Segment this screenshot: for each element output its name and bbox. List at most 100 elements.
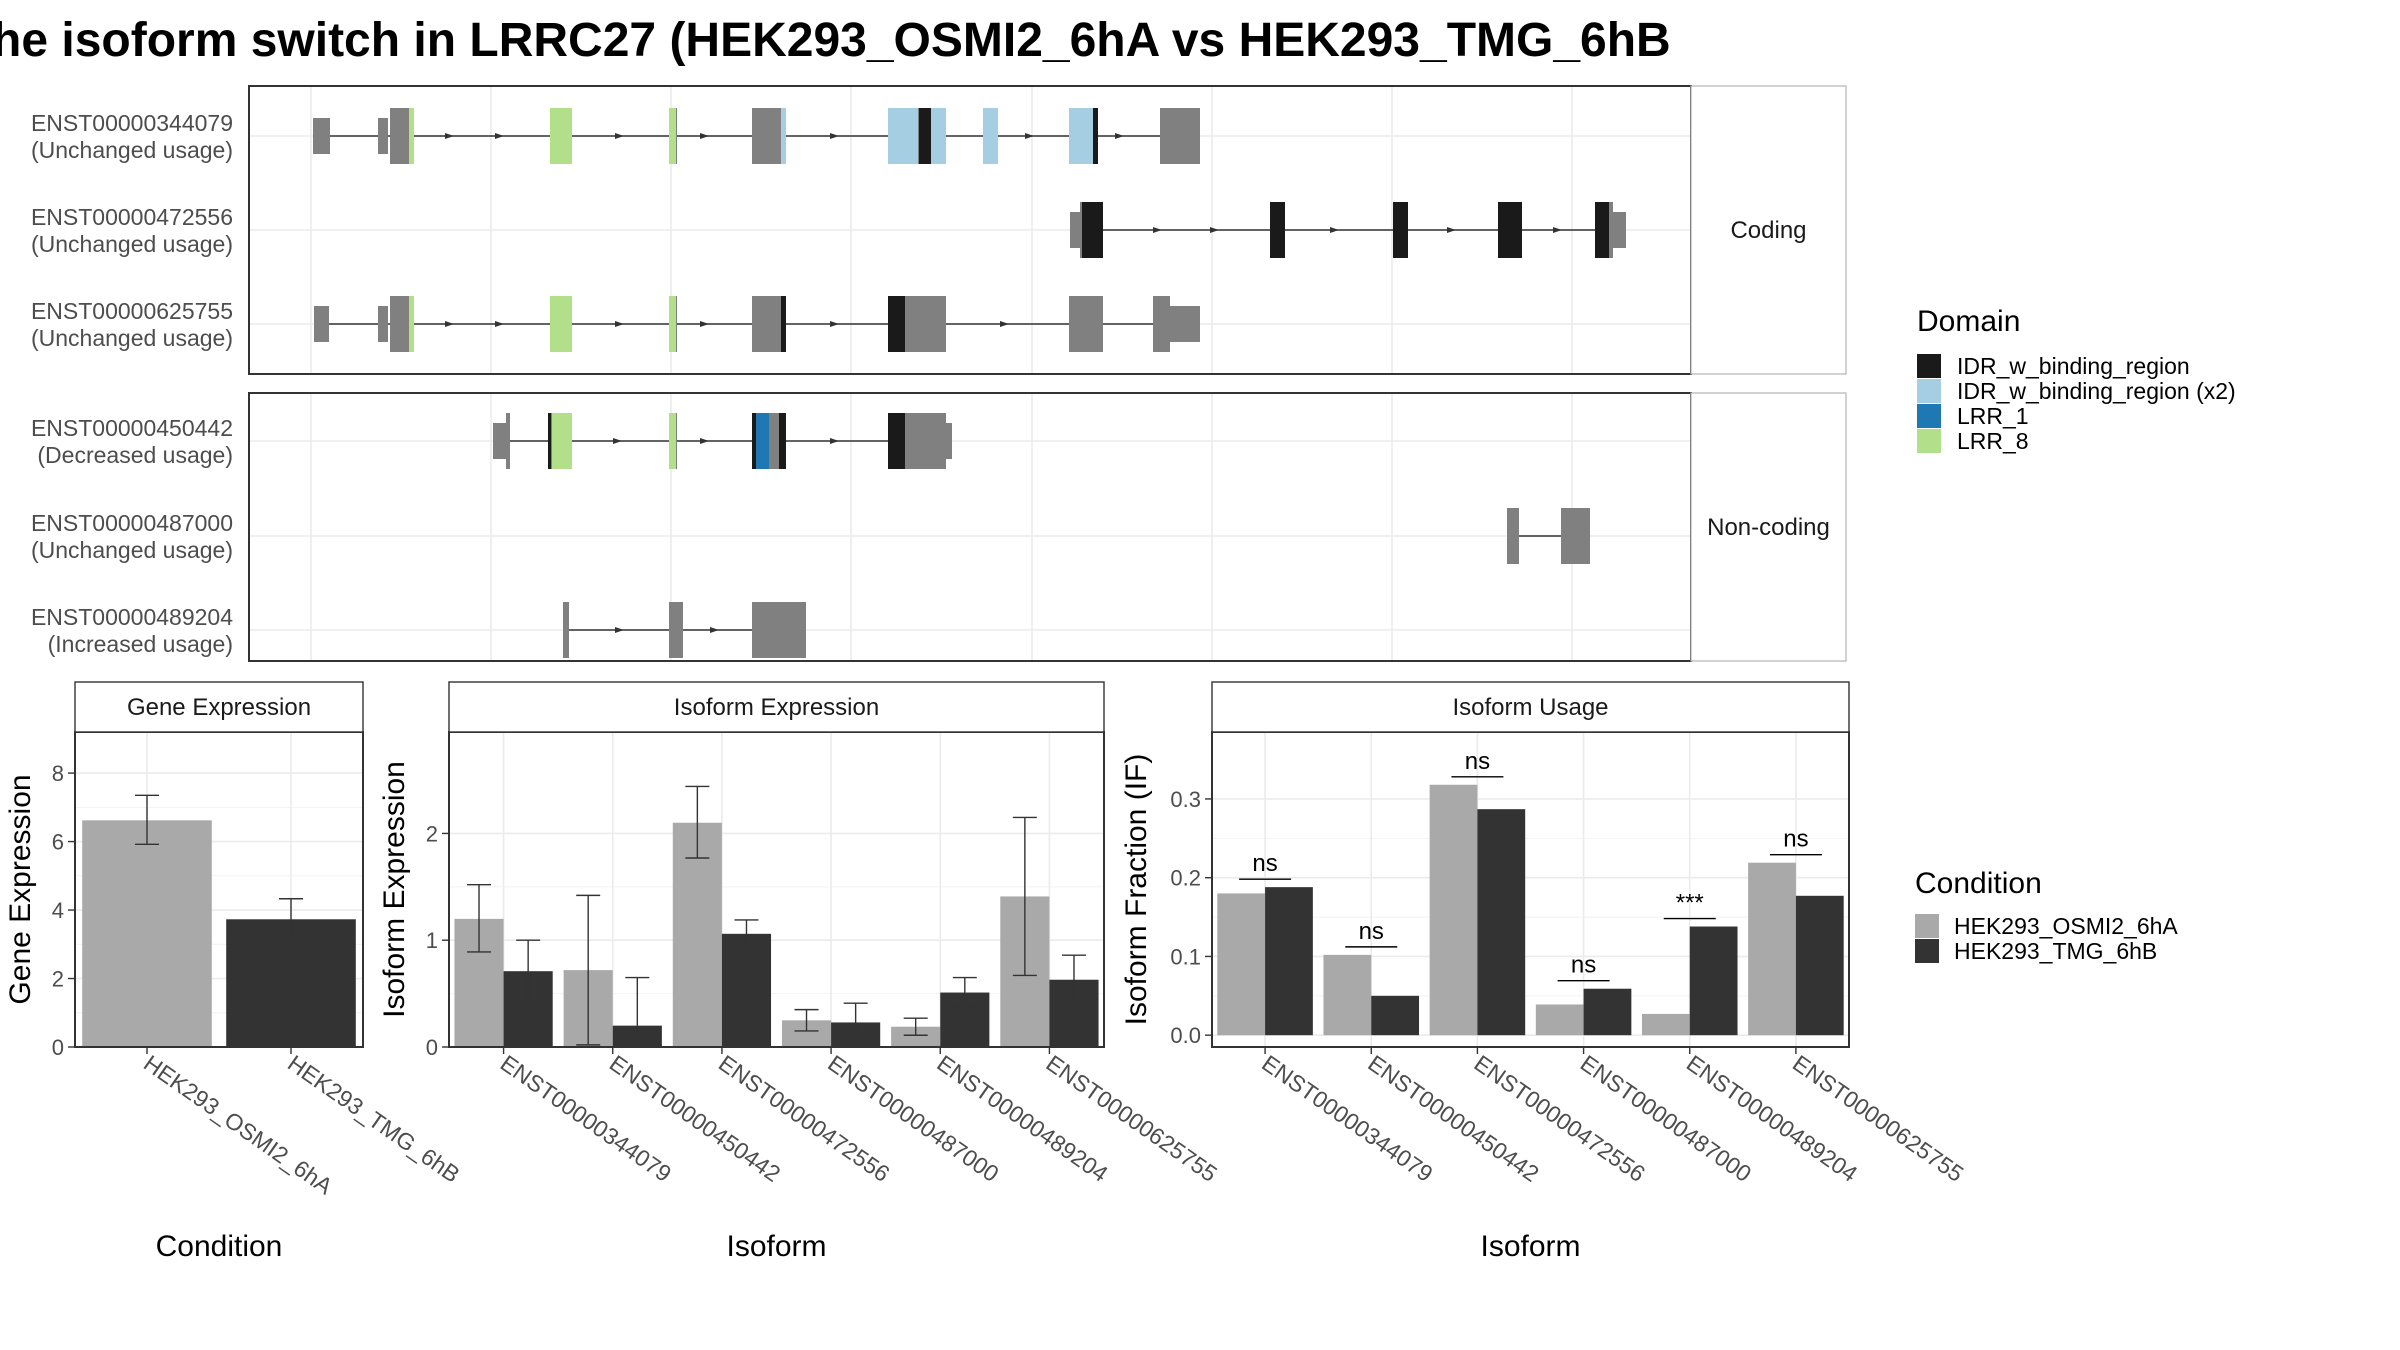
- domain-legend: Domain IDR_w_binding_regionIDR_w_binding_…: [1917, 305, 2236, 454]
- exon: [1170, 306, 1200, 342]
- x-axis-title: Condition: [156, 1230, 283, 1263]
- transcript-ENST00000625755: [314, 296, 1200, 352]
- x-tick-label: ENST00000472556: [1470, 1050, 1650, 1187]
- bar-ENST00000625755: [1748, 862, 1796, 1036]
- condition-legend-key: [1915, 914, 1939, 938]
- domain-IDR_w_binding_region: [1393, 202, 1408, 258]
- panel-background: [249, 393, 1691, 661]
- intron-arrow: [700, 438, 709, 444]
- bar-ENST00000487000: [1535, 1004, 1584, 1036]
- significance-label: ns: [1359, 918, 1384, 945]
- bar-ENST00000472556: [721, 933, 772, 1047]
- exon: [314, 306, 329, 342]
- intron-arrow: [700, 133, 709, 139]
- y-tick-label: 0.1: [1170, 944, 1201, 969]
- transcript-usage-label: (Unchanged usage): [31, 325, 233, 351]
- intron-arrow: [1553, 227, 1562, 233]
- exon: [1561, 508, 1590, 564]
- panel-strip: [448, 681, 1105, 733]
- bar-ENST00000344079: [1265, 887, 1313, 1036]
- exon: [390, 108, 410, 164]
- intron-arrow: [1153, 227, 1162, 233]
- transcript-id-label: ENST00000450442: [31, 415, 233, 441]
- bar-ENST00000489204: [891, 1026, 941, 1047]
- domain-LRR_8: [550, 108, 572, 164]
- panel-strip-label: Gene Expression: [127, 694, 311, 721]
- error-bar: [467, 883, 492, 953]
- bar-ENST00000489204: [1641, 1013, 1690, 1036]
- transcript-ENST00000489204: [563, 602, 806, 658]
- error-bar: [685, 785, 710, 859]
- exon: [563, 602, 569, 658]
- bar-ENST00000450442: [1323, 954, 1372, 1036]
- panel-background: [1212, 732, 1849, 1047]
- domain-IDR_w_binding_region: [548, 413, 551, 469]
- x-tick-label: ENST00000344079: [1257, 1050, 1437, 1187]
- y-axis-title: Gene Expression: [4, 774, 37, 1004]
- error-bar: [1012, 816, 1037, 977]
- error-bar: [734, 919, 759, 949]
- y-tick-label: 2: [426, 821, 438, 846]
- exon: [493, 423, 506, 459]
- exon: [390, 296, 410, 352]
- panel-strip-label: Coding: [1730, 217, 1806, 244]
- y-tick-label: 8: [52, 761, 64, 786]
- domain-LRR_8: [552, 413, 572, 469]
- exon: [1153, 296, 1170, 352]
- domain-IDR_w_binding_region_x2: [888, 108, 918, 164]
- isoform-usage-chart: ns ns ns ns *** ns Isoform Usage 0.0 0.1 0.2 0.3 EN…: [1120, 681, 1968, 1263]
- significance-label: ns: [1465, 748, 1490, 775]
- domain-legend-label: LRR_8: [1957, 428, 2029, 454]
- transcript-ENST00000487000: [1507, 508, 1590, 564]
- domain-legend-key: [1917, 354, 1941, 378]
- domain-IDR_w_binding_region: [779, 413, 786, 469]
- significance-label: ns: [1571, 952, 1596, 979]
- exon: [1069, 296, 1103, 352]
- domain-LRR_8: [409, 296, 414, 352]
- transcript-usage-label: (Unchanged usage): [31, 231, 233, 257]
- significance-label: ***: [1676, 890, 1704, 917]
- y-axis-title: Isoform Fraction (IF): [1120, 754, 1153, 1026]
- significance-label: ns: [1252, 850, 1277, 877]
- error-bar: [843, 1002, 868, 1042]
- gene-structure-plot: ENST00000344079(Unchanged usage)ENST0000…: [31, 85, 1847, 662]
- y-tick-label: 4: [52, 898, 64, 923]
- transcript-ENST00000344079: [313, 108, 1200, 164]
- error-bar: [135, 794, 159, 846]
- domain-IDR_w_binding_region_x2: [931, 108, 946, 164]
- bar-ENST00000489204: [1689, 926, 1738, 1036]
- domain-IDR_w_binding_region: [1082, 202, 1103, 258]
- exon: [506, 413, 510, 469]
- intron-arrow: [1000, 321, 1009, 327]
- x-axis-title: Isoform: [726, 1230, 826, 1263]
- intron-arrow: [445, 321, 454, 327]
- intron-arrow: [830, 438, 839, 444]
- figure-title: he isoform switch in LRRC27 (HEK293_OSMI…: [0, 14, 1671, 67]
- exon: [752, 108, 786, 164]
- intron-arrow: [1025, 133, 1034, 139]
- condition-legend-label: HEK293_TMG_6hB: [1954, 938, 2157, 964]
- x-tick-label: ENST00000489204: [1682, 1050, 1863, 1187]
- x-tick-label: ENST00000487000: [1576, 1050, 1756, 1187]
- panel-strip-label: Isoform Usage: [1452, 694, 1608, 721]
- exon: [669, 602, 683, 658]
- bar-ENST00000625755: [1795, 895, 1844, 1036]
- exon: [946, 423, 952, 459]
- error-bar: [516, 939, 541, 1004]
- domain-IDR_w_binding_region: [919, 108, 931, 164]
- x-tick-label: ENST00000450442: [1363, 1050, 1543, 1187]
- panel-strip: [74, 681, 364, 733]
- domain-legend-key: [1917, 429, 1941, 453]
- transcript-usage-label: (Increased usage): [48, 631, 233, 657]
- bar-HEK293_TMG_6hB: [226, 919, 356, 1047]
- intron-arrow: [615, 133, 624, 139]
- intron-arrow: [615, 627, 624, 633]
- error-bar: [279, 898, 303, 940]
- panel-strip: [1690, 85, 1847, 375]
- condition-legend-key: [1915, 939, 1939, 963]
- transcript-usage-label: (Unchanged usage): [31, 137, 233, 163]
- significance-label: ns: [1783, 826, 1808, 853]
- y-tick-label: 6: [52, 830, 64, 855]
- condition-legend-label: HEK293_OSMI2_6hA: [1954, 913, 2178, 939]
